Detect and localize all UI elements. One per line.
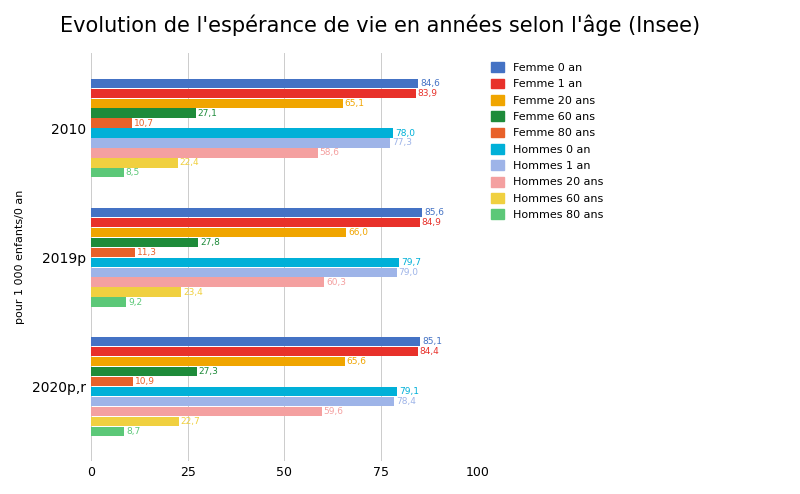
Bar [91,288,182,297]
Text: 23,4: 23,4 [183,288,203,296]
Text: 59,6: 59,6 [323,407,343,416]
Bar [91,416,178,426]
Text: 65,1: 65,1 [345,99,365,108]
Text: 27,3: 27,3 [198,367,218,376]
Bar [91,347,418,356]
Bar [91,79,418,88]
Bar [91,168,124,177]
Text: 22,4: 22,4 [179,159,199,167]
Bar [91,397,394,406]
Bar [91,247,134,257]
Bar [91,407,322,416]
Text: 79,7: 79,7 [402,258,422,267]
Bar [91,367,197,376]
Text: 85,1: 85,1 [422,337,442,346]
Bar [91,426,125,436]
Text: 66,0: 66,0 [348,228,368,237]
Text: 83,9: 83,9 [418,89,438,98]
Text: 77,3: 77,3 [392,138,412,148]
Bar [91,337,420,346]
Text: 8,7: 8,7 [126,427,141,436]
Text: 60,3: 60,3 [326,278,346,287]
Bar [91,218,419,227]
Bar [91,377,133,386]
Bar [91,297,126,307]
Bar [91,208,422,217]
Text: 79,0: 79,0 [398,268,418,277]
Text: 58,6: 58,6 [320,148,340,158]
Text: 22,7: 22,7 [181,417,200,426]
Text: 78,0: 78,0 [394,128,414,137]
Bar [91,158,178,167]
Text: 27,1: 27,1 [198,109,218,118]
Bar [91,238,198,247]
Text: 65,6: 65,6 [346,357,366,366]
Bar [91,268,397,277]
Text: 10,7: 10,7 [134,119,154,127]
Text: 85,6: 85,6 [424,208,444,217]
Text: 10,9: 10,9 [135,377,155,386]
Text: 78,4: 78,4 [396,397,416,406]
Text: Evolution de l'espérance de vie en années selon l'âge (Insee): Evolution de l'espérance de vie en année… [60,15,700,37]
Bar [91,119,132,128]
Bar [91,257,399,267]
Text: 84,4: 84,4 [419,347,439,356]
Text: 8,5: 8,5 [126,168,140,177]
Text: 84,9: 84,9 [422,218,442,227]
Y-axis label: pour 1 000 enfants/0 an: pour 1 000 enfants/0 an [15,190,25,325]
Bar [91,148,318,158]
Bar [91,128,393,138]
Text: 79,1: 79,1 [399,387,419,396]
Text: 11,3: 11,3 [137,248,157,257]
Bar [91,98,343,108]
Text: 84,6: 84,6 [420,79,440,88]
Text: 27,8: 27,8 [200,238,220,247]
Bar [91,109,196,118]
Bar [91,88,416,98]
Bar [91,138,390,148]
Text: 9,2: 9,2 [128,297,142,306]
Legend: Femme 0 an, Femme 1 an, Femme 20 ans, Femme 60 ans, Femme 80 ans, Hommes 0 an, H: Femme 0 an, Femme 1 an, Femme 20 ans, Fe… [487,59,606,223]
Bar [91,278,324,287]
Bar [91,387,397,396]
Bar [91,228,346,237]
Bar [91,357,345,366]
